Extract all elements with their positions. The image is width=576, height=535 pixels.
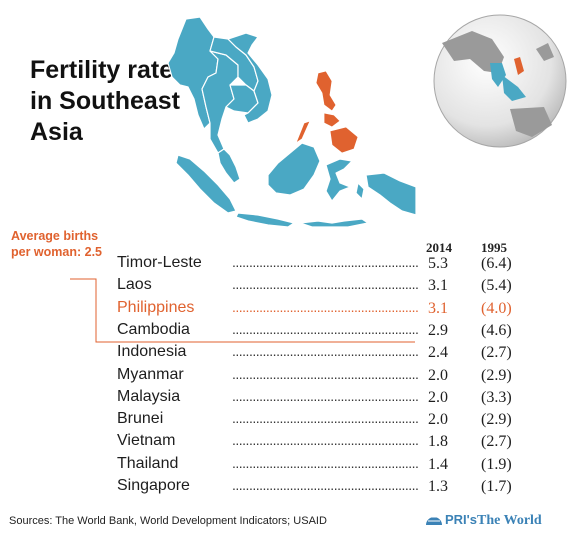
value-2014: 2.0 xyxy=(428,388,448,406)
dot-leader: ........................................… xyxy=(232,276,418,293)
country-name: Brunei xyxy=(117,410,164,428)
country-name: Timor-Leste xyxy=(117,254,202,271)
table-row: Vietnam.................................… xyxy=(0,432,576,454)
table-row: Laos....................................… xyxy=(0,276,576,298)
vietnam-shape xyxy=(227,32,273,124)
country-name: Singapore xyxy=(117,477,190,494)
country-name: Laos xyxy=(117,276,152,294)
country-name: Vietnam xyxy=(117,432,176,450)
logo-world-text: The World xyxy=(477,513,542,528)
value-1995: (4.0) xyxy=(481,299,512,317)
value-1995: (2.7) xyxy=(481,344,512,362)
value-1995: (5.4) xyxy=(481,277,512,295)
country-name: Cambodia xyxy=(117,320,190,338)
logo-pri-text: PRI's xyxy=(445,512,477,527)
country-name: Indonesia xyxy=(117,343,187,361)
value-2014: 1.4 xyxy=(428,455,448,473)
value-1995: (3.3) xyxy=(481,388,512,406)
philippines-mindanao-shape xyxy=(329,126,359,154)
country-name: Thailand xyxy=(117,454,179,472)
table-row: Indonesia...............................… xyxy=(0,343,576,365)
value-2014: 5.3 xyxy=(428,255,448,272)
value-1995: (2.9) xyxy=(481,366,512,384)
value-2014: 2.0 xyxy=(428,411,448,429)
philippines-visayas-shape xyxy=(323,112,341,128)
borneo-shape xyxy=(267,142,321,196)
dot-leader: ........................................… xyxy=(232,410,418,427)
papua-shape xyxy=(365,172,417,216)
southeast-asia-map xyxy=(167,16,417,228)
dot-leader: ........................................… xyxy=(232,477,418,493)
value-2014: 3.1 xyxy=(428,277,448,295)
value-1995: (2.7) xyxy=(481,433,512,451)
table-row: Myanmar.................................… xyxy=(0,366,576,388)
page-title: Fertility rates in Southeast Asia xyxy=(30,56,188,146)
table-row: Brunei..................................… xyxy=(0,410,576,432)
dot-leader: ........................................… xyxy=(232,320,418,337)
philippines-palawan-shape xyxy=(295,120,311,145)
maluku-shape xyxy=(355,182,365,200)
malaysia-peninsula-shape xyxy=(217,148,241,184)
dot-leader: ........................................… xyxy=(232,365,418,382)
average-births-label: Average births per woman: 2.5 xyxy=(11,229,102,259)
value-1995: (2.9) xyxy=(481,411,512,429)
dot-leader: ........................................… xyxy=(232,387,418,404)
lesser-sunda-shape xyxy=(299,218,369,228)
sulawesi-shape xyxy=(325,158,353,202)
value-1995: (1.7) xyxy=(481,478,512,495)
sources-note: Sources: The World Bank, World Developme… xyxy=(9,515,327,527)
globe-logo-icon xyxy=(426,516,442,525)
value-1995: (1.9) xyxy=(481,455,512,473)
sumatra-shape xyxy=(175,154,237,214)
value-2014: 2.4 xyxy=(428,344,448,362)
table-row: Malaysia................................… xyxy=(0,388,576,410)
dot-leader: ........................................… xyxy=(232,343,418,360)
value-1995: (6.4) xyxy=(481,255,512,272)
value-2014: 2.0 xyxy=(428,366,448,384)
country-name: Malaysia xyxy=(117,387,181,405)
value-2014: 1.3 xyxy=(428,478,448,495)
dot-leader: ........................................… xyxy=(232,432,418,449)
globe-locator-icon xyxy=(433,14,567,148)
value-2014: 3.1 xyxy=(428,299,448,317)
country-name: Myanmar xyxy=(117,365,184,383)
java-shape xyxy=(235,212,295,228)
dot-leader: ........................................… xyxy=(232,454,418,471)
value-2014: 1.8 xyxy=(428,433,448,451)
column-header-1995: 1995 xyxy=(481,240,507,255)
value-1995: (4.6) xyxy=(481,321,512,339)
table-row: Thailand................................… xyxy=(0,455,576,477)
table-row: Philippines.............................… xyxy=(0,299,576,321)
value-2014: 2.9 xyxy=(428,321,448,339)
dot-leader: ........................................… xyxy=(232,298,418,315)
philippines-luzon-shape xyxy=(315,70,337,112)
table-row: Cambodia................................… xyxy=(0,321,576,343)
dot-leader: ........................................… xyxy=(232,254,418,270)
country-name: Philippines xyxy=(117,298,195,316)
table-row: Singapore...............................… xyxy=(0,477,576,499)
pri-the-world-logo: PRI'sThe World xyxy=(425,512,542,529)
column-header-2014: 2014 xyxy=(426,240,452,255)
table-row: Timor-Leste.............................… xyxy=(0,254,576,276)
